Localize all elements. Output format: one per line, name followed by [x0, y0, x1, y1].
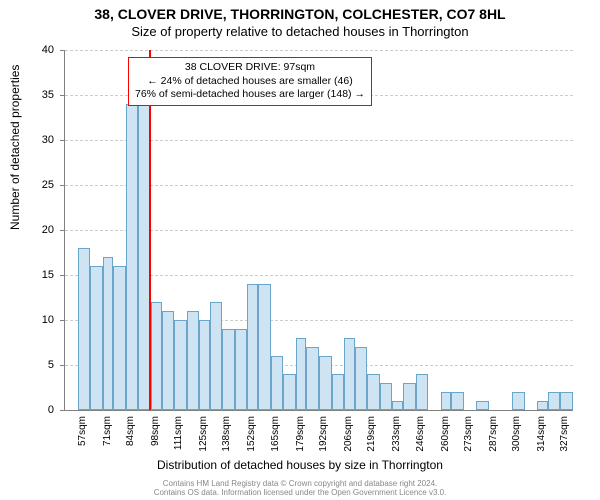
x-tick-label: 246sqm — [415, 416, 426, 476]
histogram-bar — [103, 257, 114, 410]
histogram-bar — [306, 347, 319, 410]
x-tick-label: 179sqm — [295, 416, 306, 476]
x-tick-label: 300sqm — [511, 416, 522, 476]
x-tick-label: 206sqm — [343, 416, 354, 476]
x-tick-label: 152sqm — [246, 416, 257, 476]
y-tick-mark — [60, 365, 64, 366]
y-tick-mark — [60, 230, 64, 231]
x-tick-label: 84sqm — [125, 416, 136, 476]
x-tick-label: 287sqm — [488, 416, 499, 476]
histogram-bar — [319, 356, 332, 410]
histogram-bar — [247, 284, 258, 410]
x-tick-label: 219sqm — [366, 416, 377, 476]
y-tick-label: 20 — [14, 224, 54, 236]
histogram-bar — [90, 266, 103, 410]
x-tick-label: 138sqm — [221, 416, 232, 476]
footer-license: Contains HM Land Registry data © Crown c… — [0, 480, 600, 498]
y-tick-label: 25 — [14, 179, 54, 191]
histogram-bar — [151, 302, 162, 410]
chart-container: 38, CLOVER DRIVE, THORRINGTON, COLCHESTE… — [0, 0, 600, 500]
histogram-bar — [126, 104, 139, 410]
histogram-bar — [78, 248, 91, 410]
histogram-bar — [560, 392, 573, 410]
grid-line — [65, 50, 573, 51]
x-tick-label: 57sqm — [77, 416, 88, 476]
y-tick-label: 10 — [14, 314, 54, 326]
histogram-bar — [451, 392, 464, 410]
y-tick-mark — [60, 140, 64, 141]
y-tick-label: 40 — [14, 44, 54, 56]
histogram-bar — [380, 383, 393, 410]
annotation-line2: ← 24% of detached houses are smaller (46… — [135, 75, 365, 89]
y-tick-label: 35 — [14, 89, 54, 101]
footer-line2: Contains OS data. Information licensed u… — [154, 488, 447, 497]
chart-title-sub: Size of property relative to detached ho… — [0, 24, 600, 39]
histogram-bar — [162, 311, 175, 410]
y-tick-label: 0 — [14, 404, 54, 416]
y-tick-mark — [60, 275, 64, 276]
chart-title-main: 38, CLOVER DRIVE, THORRINGTON, COLCHESTE… — [0, 6, 600, 22]
annotation-line1: 38 CLOVER DRIVE: 97sqm — [135, 61, 365, 75]
histogram-bar — [258, 284, 271, 410]
x-tick-label: 260sqm — [440, 416, 451, 476]
x-tick-label: 327sqm — [559, 416, 570, 476]
y-tick-label: 15 — [14, 269, 54, 281]
y-tick-label: 30 — [14, 134, 54, 146]
x-tick-label: 125sqm — [198, 416, 209, 476]
y-tick-mark — [60, 185, 64, 186]
annotation-line3: 76% of semi-detached houses are larger (… — [135, 88, 365, 102]
histogram-bar — [332, 374, 345, 410]
histogram-bar — [512, 392, 525, 410]
histogram-bar — [235, 329, 248, 410]
histogram-bar — [210, 302, 223, 410]
annotation-box: 38 CLOVER DRIVE: 97sqm ← 24% of detached… — [128, 57, 372, 106]
x-tick-label: 273sqm — [463, 416, 474, 476]
y-tick-mark — [60, 320, 64, 321]
histogram-bar — [174, 320, 187, 410]
x-tick-label: 165sqm — [270, 416, 281, 476]
histogram-bar — [271, 356, 284, 410]
x-tick-label: 98sqm — [150, 416, 161, 476]
histogram-bar — [344, 338, 355, 410]
histogram-bar — [355, 347, 368, 410]
histogram-bar — [537, 401, 548, 410]
x-tick-label: 71sqm — [102, 416, 113, 476]
histogram-bar — [283, 374, 296, 410]
histogram-bar — [296, 338, 307, 410]
x-tick-label: 192sqm — [318, 416, 329, 476]
x-tick-label: 314sqm — [536, 416, 547, 476]
histogram-bar — [187, 311, 200, 410]
histogram-bar — [403, 383, 416, 410]
histogram-bar — [222, 329, 235, 410]
histogram-bar — [113, 266, 126, 410]
histogram-bar — [199, 320, 210, 410]
histogram-bar — [548, 392, 561, 410]
x-tick-label: 233sqm — [391, 416, 402, 476]
histogram-bar — [416, 374, 429, 410]
y-tick-mark — [60, 410, 64, 411]
y-tick-label: 5 — [14, 359, 54, 371]
histogram-bar — [441, 392, 452, 410]
histogram-bar — [392, 401, 403, 410]
y-tick-mark — [60, 50, 64, 51]
x-tick-label: 111sqm — [173, 416, 184, 476]
footer-line1: Contains HM Land Registry data © Crown c… — [163, 479, 438, 488]
y-tick-mark — [60, 95, 64, 96]
histogram-bar — [476, 401, 489, 410]
histogram-bar — [367, 374, 380, 410]
